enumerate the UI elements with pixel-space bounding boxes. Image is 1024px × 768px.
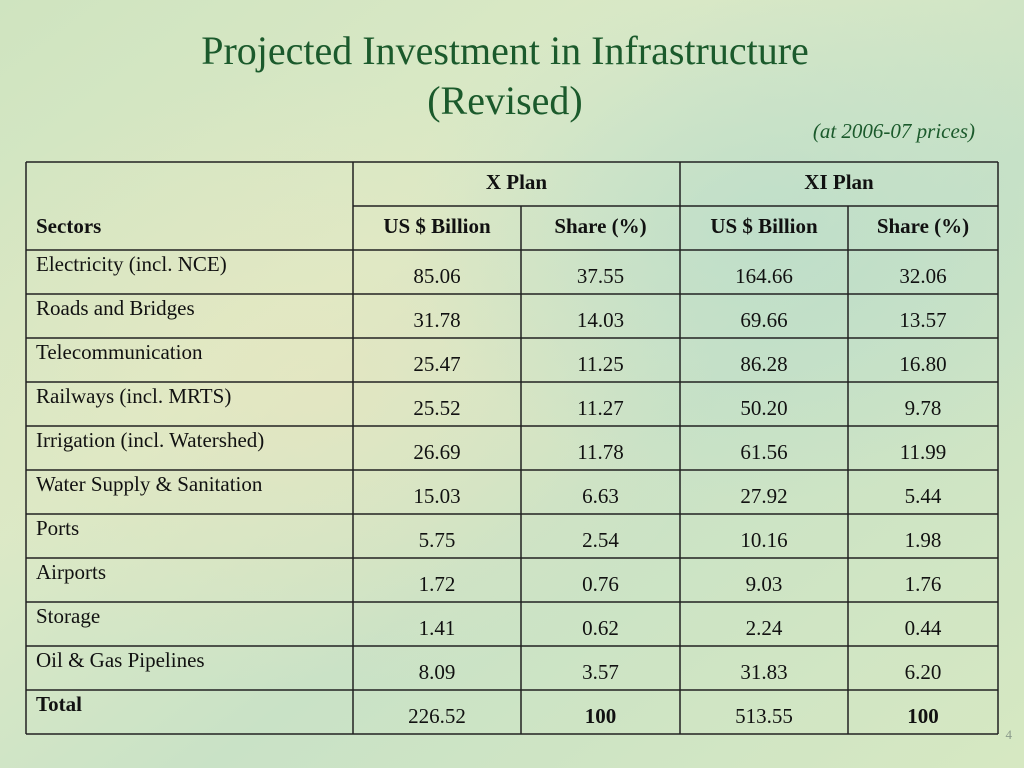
table-cell: 11.78 (577, 440, 623, 464)
group-header: X Plan (486, 170, 548, 194)
table-cell: 9.03 (746, 572, 783, 596)
table-cell: 1.72 (419, 572, 456, 596)
table-cell: 5.44 (905, 484, 942, 508)
sector-label: Ports (36, 516, 79, 540)
table-cell: 37.55 (577, 264, 624, 288)
column-header: Share (%) (877, 214, 969, 238)
table-cell: 6.63 (582, 484, 619, 508)
table-cell: 61.56 (740, 440, 787, 464)
table-cell: 26.69 (413, 440, 460, 464)
table-cell: 31.78 (413, 308, 460, 332)
table-cell: 8.09 (419, 660, 456, 684)
table-cell: 0.76 (582, 572, 619, 596)
table-cell: 100 (585, 704, 617, 728)
column-header: Share (%) (554, 214, 646, 238)
table-cell: 11.27 (577, 396, 623, 420)
table-cell: 13.57 (899, 308, 946, 332)
title: Projected Investment in Infrastructure (201, 28, 809, 73)
table-cell: 27.92 (740, 484, 787, 508)
table-cell: 31.83 (740, 660, 787, 684)
sector-label: Water Supply & Sanitation (36, 472, 263, 496)
table-cell: 513.55 (735, 704, 793, 728)
table-cell: 9.78 (905, 396, 942, 420)
table-cell: 0.44 (905, 616, 942, 640)
table-cell: 226.52 (408, 704, 466, 728)
table-cell: 11.99 (900, 440, 946, 464)
table-cell: 11.25 (577, 352, 623, 376)
column-header: US $ Billion (710, 214, 818, 238)
table-cell: 16.80 (899, 352, 946, 376)
table-cell: 15.03 (413, 484, 460, 508)
sector-label: Airports (36, 560, 106, 584)
table-cell: 32.06 (899, 264, 946, 288)
sector-label: Oil & Gas Pipelines (36, 648, 205, 672)
sector-label: Irrigation (incl. Watershed) (36, 428, 264, 452)
table-cell: 2.54 (582, 528, 619, 552)
column-header: Sectors (36, 214, 101, 238)
table-cell: 2.24 (746, 616, 783, 640)
table-cell: 25.47 (413, 352, 460, 376)
table-cell: 50.20 (740, 396, 787, 420)
table-cell: 100 (907, 704, 939, 728)
table-cell: 14.03 (577, 308, 624, 332)
price-note: (at 2006-07 prices) (813, 119, 975, 143)
group-header: XI Plan (804, 170, 874, 194)
sector-label: Total (36, 692, 82, 716)
table-cell: 0.62 (582, 616, 619, 640)
table-cell: 1.41 (419, 616, 456, 640)
table: X Plan XI Plan Sectors US $ Billion Share (%… (25, 161, 999, 735)
sector-label: Railways (incl. MRTS) (36, 384, 231, 408)
sector-label: Electricity (incl. NCE) (36, 252, 227, 276)
page-number: 4 (1006, 727, 1013, 742)
sector-label: Roads and Bridges (36, 296, 195, 320)
table-cell: 10.16 (740, 528, 787, 552)
table-cell: 85.06 (413, 264, 460, 288)
table-cell: 5.75 (419, 528, 456, 552)
sector-label: Telecommunication (36, 340, 203, 364)
table-cell: 86.28 (740, 352, 787, 376)
table-cell: 1.98 (905, 528, 942, 552)
table-cell: 69.66 (740, 308, 787, 332)
sector-label: Storage (36, 604, 100, 628)
table-cell: 1.76 (905, 572, 942, 596)
table-cell: 6.20 (905, 660, 942, 684)
table-cell: 164.66 (735, 264, 793, 288)
title: (Revised) (427, 78, 583, 123)
column-header: US $ Billion (383, 214, 491, 238)
table-cell: 3.57 (582, 660, 619, 684)
table-cell: 25.52 (413, 396, 460, 420)
